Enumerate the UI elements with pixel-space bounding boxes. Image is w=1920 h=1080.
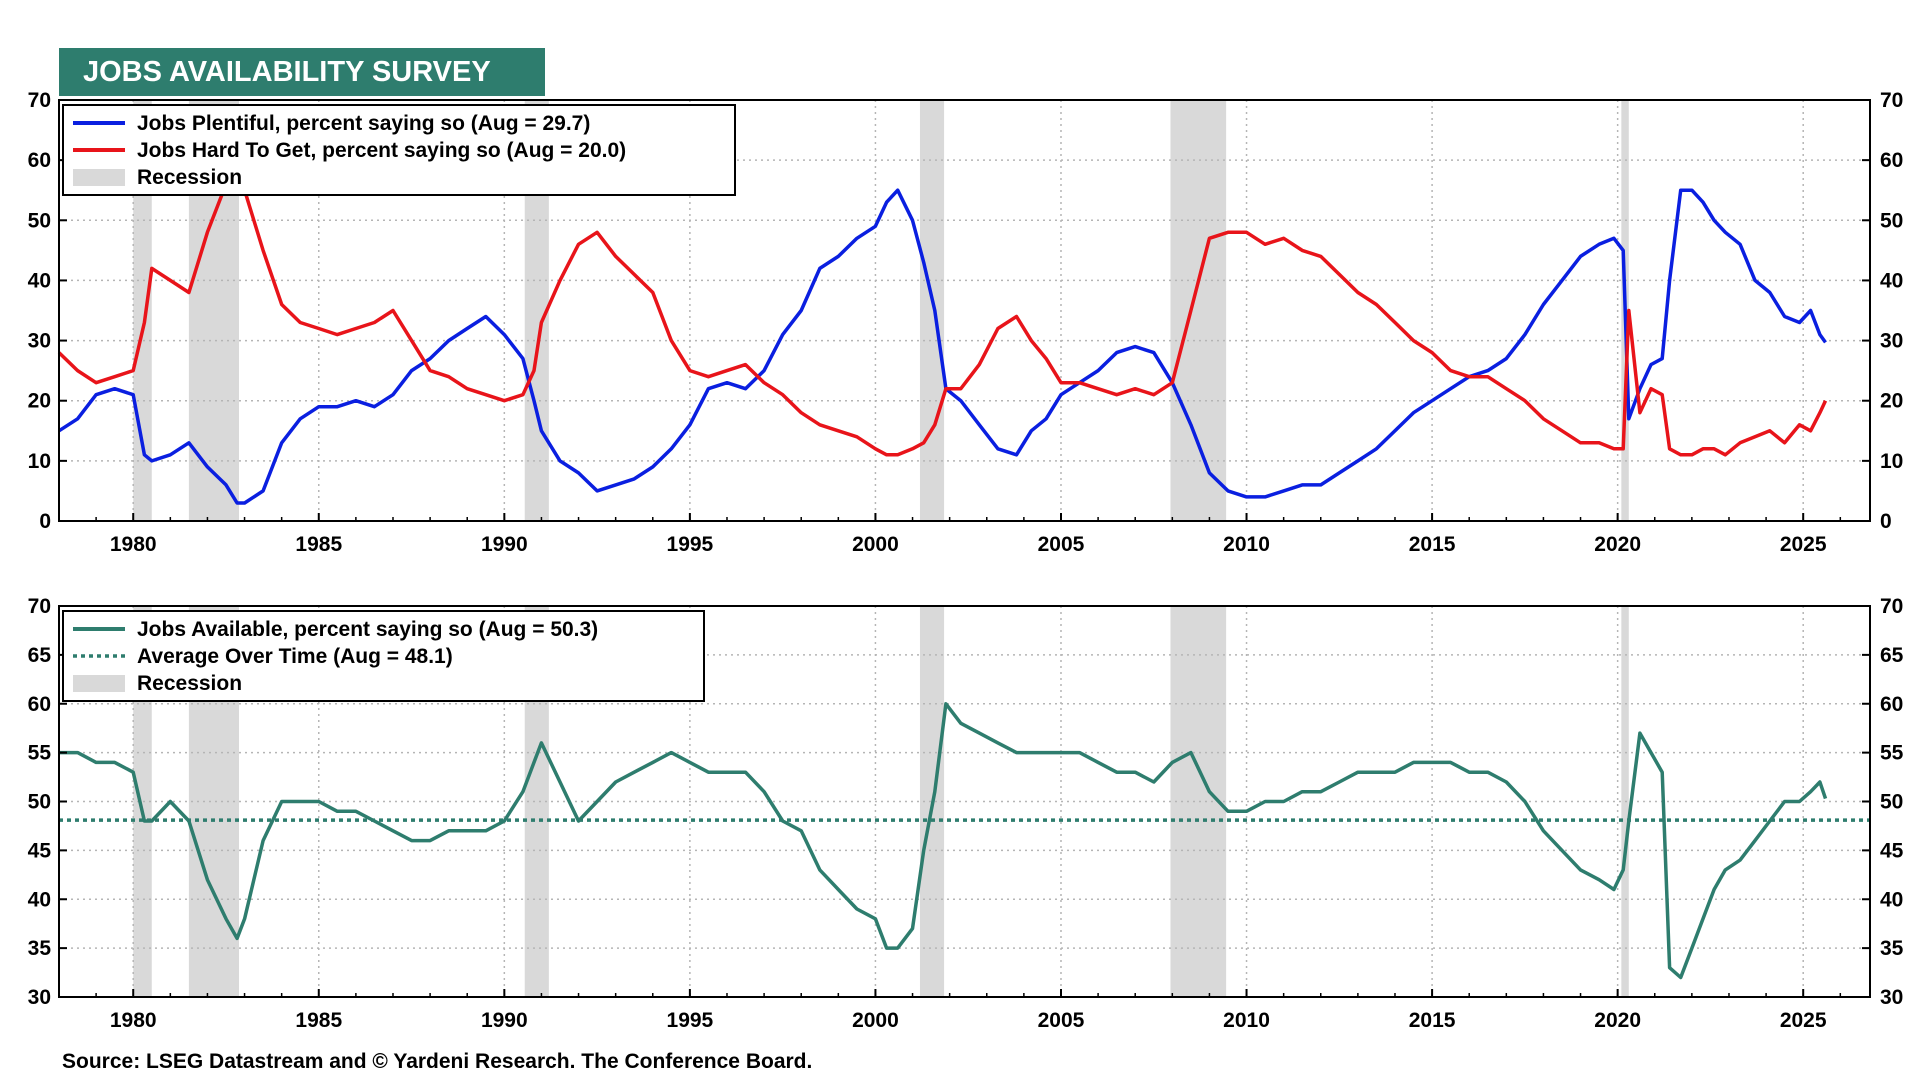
y-tick-label-left: 10 — [28, 450, 51, 473]
y-tick-label-right: 70 — [1880, 89, 1903, 112]
recession-band — [919, 100, 945, 521]
legend-label: Jobs Available, percent saying so (Aug =… — [137, 618, 598, 641]
x-tick-label: 1990 — [481, 533, 528, 556]
x-tick-label: 1980 — [110, 533, 157, 556]
y-tick-label-left: 40 — [28, 888, 51, 911]
y-tick-label-left: 65 — [28, 644, 52, 667]
x-tick-label: 1985 — [295, 1009, 342, 1032]
recession-band — [1170, 100, 1227, 521]
legend-swatch-recession — [73, 169, 125, 186]
y-tick-label-right: 50 — [1880, 209, 1903, 232]
legend-label: Jobs Plentiful, percent saying so (Aug =… — [137, 112, 590, 135]
series-line-1 — [59, 702, 1828, 980]
y-tick-label-right: 30 — [1880, 330, 1903, 353]
y-tick-label-right: 35 — [1880, 937, 1904, 960]
y-tick-label-left: 60 — [28, 693, 51, 716]
x-tick-label: 2020 — [1594, 1009, 1641, 1032]
x-tick-label: 1980 — [110, 1009, 157, 1032]
chart-title-badge: JOBS AVAILABILITY SURVEY — [59, 48, 545, 96]
y-tick-label-left: 40 — [28, 269, 51, 292]
x-tick-label: 1985 — [295, 533, 342, 556]
y-tick-label-right: 50 — [1880, 791, 1903, 814]
y-tick-label-right: 30 — [1880, 986, 1903, 1009]
y-tick-label-left: 50 — [28, 791, 51, 814]
y-tick-label-right: 60 — [1880, 693, 1903, 716]
x-tick-label: 2010 — [1223, 533, 1270, 556]
y-tick-label-right: 65 — [1880, 644, 1904, 667]
y-tick-label-left: 35 — [28, 937, 52, 960]
x-tick-label: 2005 — [1038, 1009, 1085, 1032]
y-tick-label-right: 55 — [1880, 742, 1904, 765]
x-tick-label: 2020 — [1594, 533, 1641, 556]
y-tick-label-right: 40 — [1880, 269, 1903, 292]
series-line-2 — [57, 170, 1828, 457]
legend-box — [62, 610, 705, 702]
x-tick-label: 2000 — [852, 1009, 899, 1032]
x-tick-label: 2015 — [1409, 533, 1456, 556]
y-tick-label-left: 50 — [28, 209, 51, 232]
x-tick-label: 2010 — [1223, 1009, 1270, 1032]
y-tick-label-left: 70 — [28, 595, 51, 618]
legend-label: Average Over Time (Aug = 48.1) — [137, 645, 453, 668]
y-tick-label-left: 20 — [28, 390, 51, 413]
y-tick-label-left: 70 — [28, 89, 51, 112]
y-tick-label-right: 40 — [1880, 888, 1903, 911]
legend-swatch-recession — [73, 675, 125, 692]
x-tick-label: 2025 — [1780, 533, 1827, 556]
x-tick-label: 1995 — [667, 1009, 714, 1032]
plot-frame — [58, 99, 1871, 522]
y-tick-label-right: 0 — [1880, 510, 1892, 533]
y-tick-label-left: 0 — [39, 510, 51, 533]
y-tick-label-right: 60 — [1880, 149, 1903, 172]
x-tick-label: 1990 — [481, 1009, 528, 1032]
y-tick-label-left: 60 — [28, 149, 51, 172]
y-tick-label-right: 10 — [1880, 450, 1903, 473]
x-tick-label: 2005 — [1038, 533, 1085, 556]
x-tick-label: 1995 — [667, 533, 714, 556]
y-tick-label-left: 55 — [28, 742, 52, 765]
y-tick-label-left: 30 — [28, 330, 51, 353]
legend-label: Recession — [137, 672, 242, 695]
x-tick-label: 2015 — [1409, 1009, 1456, 1032]
legend-box — [62, 104, 736, 196]
y-tick-label-left: 30 — [28, 986, 51, 1009]
legend-label: Recession — [137, 166, 242, 189]
legend-label: Jobs Hard To Get, percent saying so (Aug… — [137, 139, 626, 162]
y-tick-label-right: 70 — [1880, 595, 1903, 618]
x-tick-label: 2000 — [852, 533, 899, 556]
y-tick-label-left: 45 — [28, 839, 52, 862]
bottom-panel: 30 30 35 35 40 40 45 45 50 50 55 55 60 60 65 65 70 70 1980… — [28, 595, 1904, 1032]
source-note: Source: LSEG Datastream and © Yardeni Re… — [62, 1050, 813, 1073]
series-line-1 — [58, 188, 1827, 505]
y-tick-label-right: 20 — [1880, 390, 1903, 413]
y-tick-label-right: 45 — [1880, 839, 1904, 862]
x-tick-label: 2025 — [1780, 1009, 1827, 1032]
